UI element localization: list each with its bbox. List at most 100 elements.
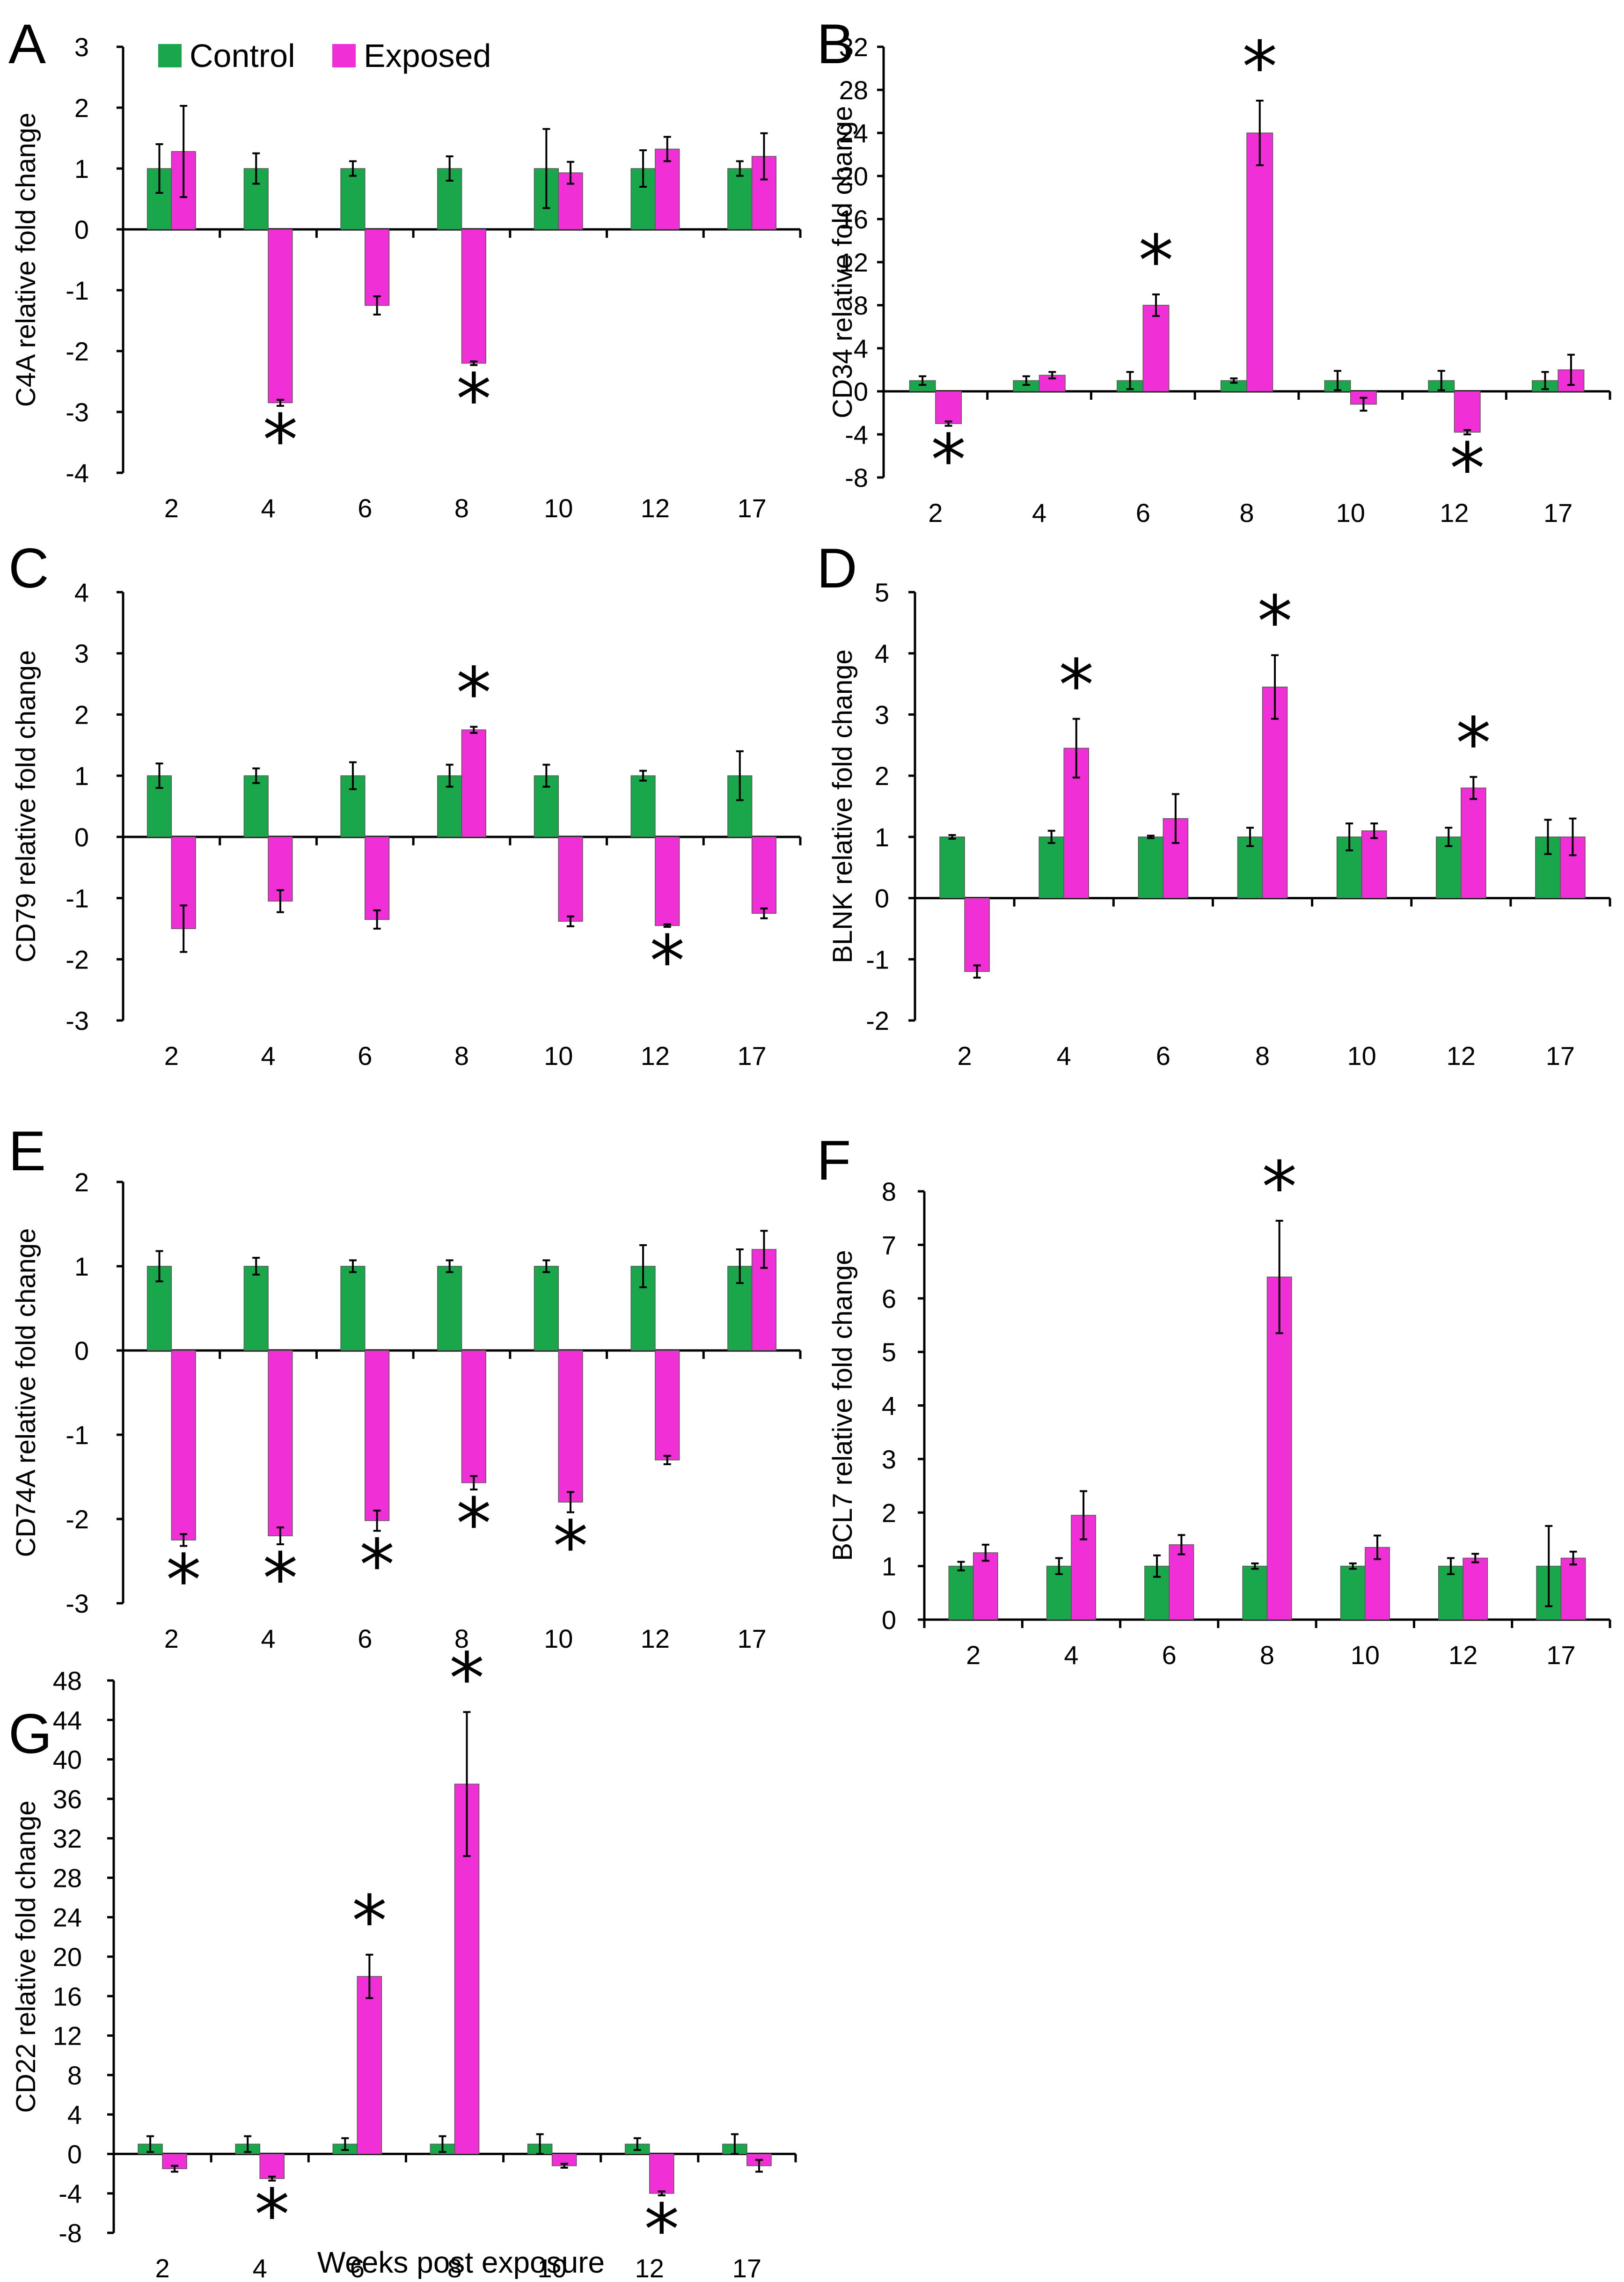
y-tick-label: 3 (875, 700, 889, 729)
x-tick-label: 17 (737, 1041, 766, 1071)
y-tick-label: -3 (66, 397, 89, 427)
bar-exposed-8 (461, 729, 486, 837)
significance-star-12: * (644, 2189, 679, 2271)
significance-star-8: * (456, 359, 491, 440)
y-tick-label: 1 (74, 761, 89, 791)
x-tick-label: 10 (537, 2253, 566, 2280)
bar-control-8 (437, 1266, 462, 1351)
bar-exposed-17 (751, 836, 777, 914)
x-tick-label: 6 (358, 1624, 372, 1653)
bar-control-2 (948, 1565, 974, 1620)
x-tick-label: 10 (544, 493, 573, 523)
x-tick-label: 17 (1544, 498, 1573, 528)
x-tick-label: 4 (261, 493, 275, 523)
bar-exposed-17 (1560, 1557, 1586, 1620)
x-tick-label: 2 (966, 1640, 980, 1670)
x-tick-label: 10 (544, 1624, 573, 1653)
y-tick-label: 44 (53, 1705, 82, 1735)
bar-exposed-8 (461, 1350, 486, 1483)
y-tick-label: 2 (74, 700, 89, 729)
bar-exposed-12 (655, 1350, 680, 1460)
significance-star-4: * (263, 1538, 298, 1620)
y-tick-label: 0 (74, 215, 89, 244)
panel-label-e: E (8, 1120, 46, 1182)
significance-star-6: * (359, 1525, 395, 1606)
y-axis-title-e: CD74A relative fold change (11, 1228, 41, 1557)
bar-exposed-4 (268, 229, 293, 404)
y-tick-label: 24 (839, 118, 868, 148)
x-tick-label: 6 (1162, 1640, 1177, 1670)
y-tick-label: 2 (74, 93, 89, 123)
y-tick-label: 5 (882, 1337, 896, 1367)
y-tick-label: 0 (854, 377, 868, 406)
bar-exposed-12 (655, 148, 680, 230)
y-tick-label: 6 (882, 1284, 896, 1313)
x-tick-label: 17 (737, 1624, 766, 1653)
x-tick-label: 2 (928, 498, 943, 528)
x-tick-label: 2 (164, 1624, 179, 1653)
y-tick-label: 4 (74, 578, 89, 607)
legend-swatch-control (158, 44, 182, 67)
bar-control-2 (939, 836, 965, 899)
bar-exposed-4 (268, 1350, 293, 1536)
bar-exposed-10 (1361, 830, 1387, 899)
bar-exposed-8 (1262, 686, 1288, 899)
panel-label-b: B (817, 13, 854, 75)
y-axis-title-f: BCL7 relative fold change (827, 1250, 858, 1561)
y-axis-title-d: BLNK relative fold change (827, 649, 858, 963)
significance-star-2: * (166, 1540, 201, 1622)
bar-exposed-6 (1142, 305, 1170, 392)
y-tick-label: 40 (53, 1745, 82, 1775)
bar-exposed-6 (365, 1350, 390, 1521)
significance-star-8: * (1262, 1147, 1297, 1228)
y-tick-label: -1 (866, 945, 889, 974)
legend-label-exposed: Exposed (364, 37, 491, 74)
x-tick-label: 6 (350, 2253, 365, 2280)
x-tick-label: 10 (1347, 1041, 1376, 1071)
y-tick-label: 0 (74, 822, 89, 852)
panel-label-c: C (8, 537, 49, 600)
y-tick-label: 36 (53, 1784, 82, 1814)
bar-exposed-2 (171, 1350, 196, 1541)
x-tick-label: 2 (164, 493, 179, 523)
bar-control-8 (1237, 836, 1263, 899)
significance-star-2: * (931, 420, 966, 501)
significance-star-8: * (456, 653, 491, 734)
x-tick-label: 12 (1448, 1640, 1478, 1670)
significance-star-8: * (1242, 27, 1277, 108)
bar-exposed-6 (357, 1976, 382, 2155)
x-tick-label: 4 (1057, 1041, 1071, 1071)
y-tick-label: -4 (66, 458, 89, 488)
x-tick-label: 8 (1239, 498, 1254, 528)
x-tick-label: 4 (253, 2253, 267, 2280)
y-tick-label: -2 (66, 945, 89, 974)
y-tick-label: 0 (74, 1336, 89, 1365)
y-tick-label: 12 (839, 248, 868, 277)
significance-star-12: * (1456, 703, 1491, 785)
x-tick-label: 2 (957, 1041, 972, 1071)
significance-star-8: * (1258, 581, 1293, 663)
x-tick-label: 4 (261, 1624, 275, 1653)
significance-star-12: * (650, 921, 685, 1002)
y-tick-label: 3 (882, 1445, 896, 1474)
y-tick-label: 12 (53, 2021, 82, 2051)
y-tick-label: 20 (839, 161, 868, 191)
x-tick-label: 8 (1255, 1041, 1270, 1071)
significance-star-8: * (456, 1483, 491, 1565)
y-tick-label: 4 (875, 639, 889, 668)
bar-control-6 (1144, 1565, 1170, 1620)
y-tick-label: -8 (845, 463, 868, 492)
bar-exposed-10 (558, 1350, 583, 1503)
y-tick-label: -2 (866, 1006, 889, 1035)
y-tick-label: -1 (66, 276, 89, 305)
legend: Control Exposed (158, 37, 491, 74)
x-tick-label: 10 (1336, 498, 1365, 528)
y-axis-title-g: CD22 relative fold change (11, 1800, 41, 2113)
